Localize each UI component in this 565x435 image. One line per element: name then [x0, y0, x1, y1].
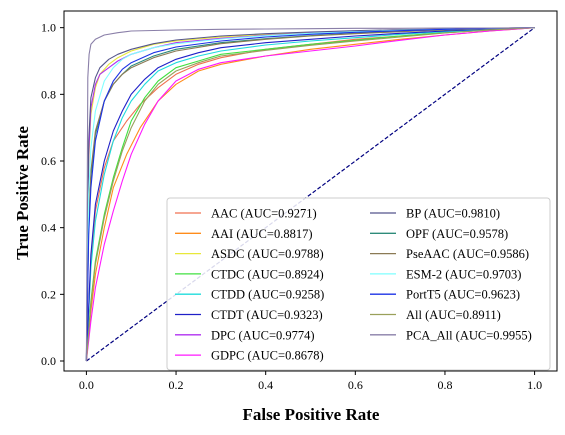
curves-layer — [85, 27, 535, 362]
legend-entry: DPC (AUC=0.9774) — [211, 328, 315, 342]
y-tick-label: 0.8 — [41, 87, 56, 101]
roc-curve-1 — [85, 27, 535, 362]
legend-entry: GDPC (AUC=0.8678) — [211, 349, 324, 363]
y-tick-label: 0.2 — [41, 287, 56, 301]
chance-diagonal — [86, 27, 535, 362]
legend: AAC (AUC=0.9271) AAI (AUC=0.8817) ASDC (AU… — [166, 197, 551, 371]
legend-entry: CTDD (AUC=0.9258) — [211, 288, 324, 302]
legend-entry: CTDC (AUC=0.8924) — [211, 267, 324, 281]
roc-curve-5 — [85, 27, 535, 362]
x-tick-label: 0.6 — [348, 378, 363, 392]
legend-entry: ASDC (AUC=0.9788) — [211, 247, 324, 261]
legend-entry: AAC (AUC=0.9271) — [211, 207, 317, 221]
roc-curve-12 — [85, 27, 535, 362]
roc-curve-14 — [85, 27, 535, 362]
legend-entry: CTDT (AUC=0.9323) — [211, 308, 323, 322]
x-axis-ticks: 0.0 0.2 0.4 0.6 0.8 1.0 — [79, 371, 542, 392]
y-axis-ticks: 0.0 0.2 0.4 0.6 0.8 1.0 — [41, 21, 64, 368]
x-tick-label: 0.4 — [258, 378, 273, 392]
y-tick-label: 0.0 — [41, 354, 56, 368]
y-tick-label: 0.6 — [41, 154, 56, 168]
roc-curve-7 — [85, 27, 535, 362]
legend-entry: PortT5 (AUC=0.9623) — [406, 288, 520, 302]
roc-curve-13 — [85, 27, 535, 362]
legend-entry: BP (AUC=0.9810) — [406, 207, 500, 221]
x-tick-label: 1.0 — [527, 378, 542, 392]
x-tick-label: 0.2 — [169, 378, 184, 392]
x-axis-title: False Positive Rate — [243, 405, 380, 424]
roc-curve-4 — [85, 27, 535, 362]
legend-box — [166, 197, 551, 371]
roc-curve-10 — [85, 27, 535, 362]
x-tick-label: 0.0 — [79, 378, 94, 392]
legend-entry: AAI (AUC=0.8817) — [211, 227, 312, 241]
legend-entry: ESM-2 (AUC=0.9703) — [406, 267, 521, 281]
legend-entry: PCA_All (AUC=0.9955) — [406, 328, 532, 342]
roc-curve-3 — [85, 27, 535, 362]
legend-entry: PseAAC (AUC=0.9586) — [406, 247, 529, 261]
legend-entry: All (AUC=0.8911) — [406, 308, 501, 322]
y-tick-label: 1.0 — [41, 21, 56, 35]
x-tick-label: 0.8 — [437, 378, 452, 392]
y-tick-label: 0.4 — [41, 221, 56, 235]
legend-entry: OPF (AUC=0.9578) — [406, 227, 508, 241]
y-axis-title: True Positive Rate — [13, 126, 32, 260]
